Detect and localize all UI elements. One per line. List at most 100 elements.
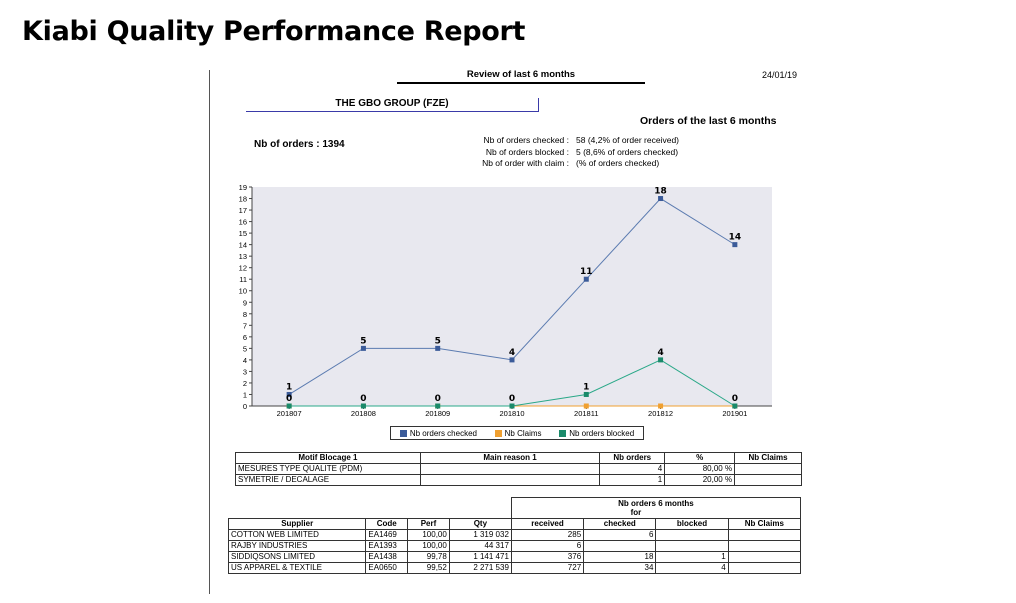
stat-claim-value: (% of orders checked): [576, 158, 660, 168]
col-header-checked: checked: [583, 518, 657, 530]
col-header-blocked: blocked: [655, 518, 729, 530]
legend-item-checked: Nb orders checked: [399, 428, 477, 438]
data-label-nb-orders-blocked: 0: [286, 394, 292, 404]
stat-blocked-label: Nb of orders blocked :: [485, 146, 569, 157]
y-tick-label: 15: [239, 229, 247, 238]
table-cell: 100,00: [407, 529, 450, 541]
data-label-nb-orders-checked: 5: [360, 336, 366, 346]
table-cell: 99,52: [407, 562, 450, 574]
y-tick-label: 11: [239, 275, 247, 284]
x-tick-label: 201901: [722, 409, 747, 418]
report-date: 24/01/19: [762, 70, 798, 80]
table-cell: 285: [510, 529, 585, 541]
data-label-nb-orders-checked: 1: [286, 382, 292, 392]
table-cell: [727, 551, 802, 563]
table-cell: 20,00 %: [664, 474, 736, 486]
table-cell: SIDDIQSONS LIMITED: [227, 551, 367, 563]
data-point-nb-orders-checked: [509, 357, 515, 363]
data-label-nb-orders-blocked: 0: [435, 394, 441, 404]
y-tick-label: 10: [239, 287, 247, 296]
plot-area: [252, 187, 772, 406]
table-header-row: Motif Blocage 1 Main reason 1 Nb orders …: [235, 452, 802, 464]
y-tick-label: 9: [243, 298, 247, 307]
data-point-nb-orders-blocked: [583, 391, 589, 397]
table-row: COTTON WEB LIMITED EA1469 100,00 1 319 0…: [227, 529, 802, 541]
y-tick-label: 19: [239, 183, 247, 192]
stat-claim-label: Nb of order with claim :: [482, 158, 569, 168]
group-header-orders: Nb orders 6 months for: [510, 497, 802, 519]
table-cell: US APPAREL & TEXTILE: [227, 562, 367, 574]
data-label-nb-orders-checked: 4: [509, 348, 515, 358]
table-cell: 1: [655, 551, 729, 563]
chart-legend: Nb orders checked Nb Claims Nb orders bl…: [390, 426, 644, 440]
table-cell: EA1393: [365, 540, 409, 552]
table-cell: [734, 463, 802, 475]
data-point-nb-claims: [583, 403, 589, 409]
table-cell: 18: [583, 551, 657, 563]
table-cell: [734, 474, 802, 486]
data-point-nb-orders-checked: [286, 391, 292, 397]
y-tick-label: 6: [243, 333, 247, 342]
legend-item-blocked: Nb orders blocked: [559, 429, 634, 438]
table-cell: 6: [510, 540, 585, 552]
x-tick-label: 201810: [499, 409, 524, 418]
table-cell: [655, 540, 729, 552]
table-cell: 1: [599, 474, 666, 486]
table-cell: EA1469: [365, 529, 409, 541]
review-period-title: Review of last 6 months: [397, 69, 645, 84]
table-row: RAJBY INDUSTRIES EA1393 100,00 44 317 6: [227, 540, 802, 552]
blank-cell: [229, 498, 512, 519]
legend-label-checked: Nb orders checked: [409, 428, 477, 438]
data-point-nb-orders-checked: [732, 242, 738, 248]
col-header-qty: Qty: [448, 518, 512, 530]
y-tick-label: 5: [243, 344, 247, 353]
table-row: SIDDIQSONS LIMITED EA1438 99,78 1 141 47…: [227, 551, 802, 563]
legend-item-claims: Nb Claims: [494, 428, 542, 438]
table-header-row: Supplier Code Perf Qty received checked …: [227, 518, 802, 530]
table-cell: 6: [583, 529, 657, 541]
col-header-supplier: Supplier: [227, 518, 367, 530]
y-tick-label: 16: [239, 218, 247, 227]
x-tick-label: 201811: [574, 409, 598, 418]
data-point-nb-orders-blocked: [732, 403, 738, 409]
stats-values: 58 (4,2% of order received) 5 (8,6% of o…: [576, 135, 679, 170]
data-label-nb-orders-blocked: 4: [657, 348, 663, 358]
left-divider-line: [209, 70, 210, 594]
table-row: MESURES TYPE QUALITE (PDM) 4 80,00 %: [235, 463, 802, 475]
group-header-for: for: [630, 508, 642, 517]
x-tick-label: 201809: [425, 409, 450, 418]
table-row: US APPAREL & TEXTILE EA0650 99,52 2 271 …: [227, 562, 802, 574]
y-tick-label: 13: [239, 252, 247, 261]
group-header-nb-orders: Nb orders: [618, 499, 656, 508]
legend-label-claims: Nb Claims: [504, 428, 542, 438]
y-tick-label: 1: [243, 390, 247, 399]
data-label-nb-orders-checked: 18: [654, 187, 667, 197]
data-label-nb-orders-checked: 14: [729, 233, 742, 243]
table-cell: [727, 562, 802, 574]
table-cell: [419, 463, 601, 475]
stat-checked-label: Nb of orders checked :: [483, 135, 569, 145]
legend-swatch-checked: [399, 429, 407, 437]
y-tick-label: 18: [239, 195, 247, 204]
data-label-nb-orders-blocked: 0: [360, 394, 366, 404]
table-cell: 376: [510, 551, 585, 563]
col-header-perf: Perf: [407, 518, 450, 530]
data-point-nb-orders-blocked: [360, 403, 366, 409]
y-tick-label: 17: [239, 206, 247, 215]
table-cell: 44 317: [448, 540, 512, 552]
y-tick-label: 4: [243, 356, 247, 365]
y-tick-label: 14: [239, 241, 247, 250]
data-label-nb-orders-blocked: 1: [583, 382, 589, 392]
stat-blocked-value: 5 (8,6% of orders checked): [576, 146, 679, 157]
table-cell: MESURES TYPE QUALITE (PDM): [235, 463, 421, 475]
col-header-motif: Motif Blocage 1: [235, 452, 421, 464]
col-header-main-reason: Main reason 1: [419, 452, 601, 464]
data-point-nb-claims: [658, 403, 664, 409]
table-cell: COTTON WEB LIMITED: [227, 529, 367, 541]
table-cell: 4: [599, 463, 666, 475]
table-cell: 1 319 032: [448, 529, 512, 541]
table-cell: RAJBY INDUSTRIES: [227, 540, 367, 552]
data-label-nb-orders-checked: 5: [435, 336, 441, 346]
col-header-code: Code: [365, 518, 409, 530]
stat-checked-value: 58 (4,2% of order received): [576, 135, 679, 145]
